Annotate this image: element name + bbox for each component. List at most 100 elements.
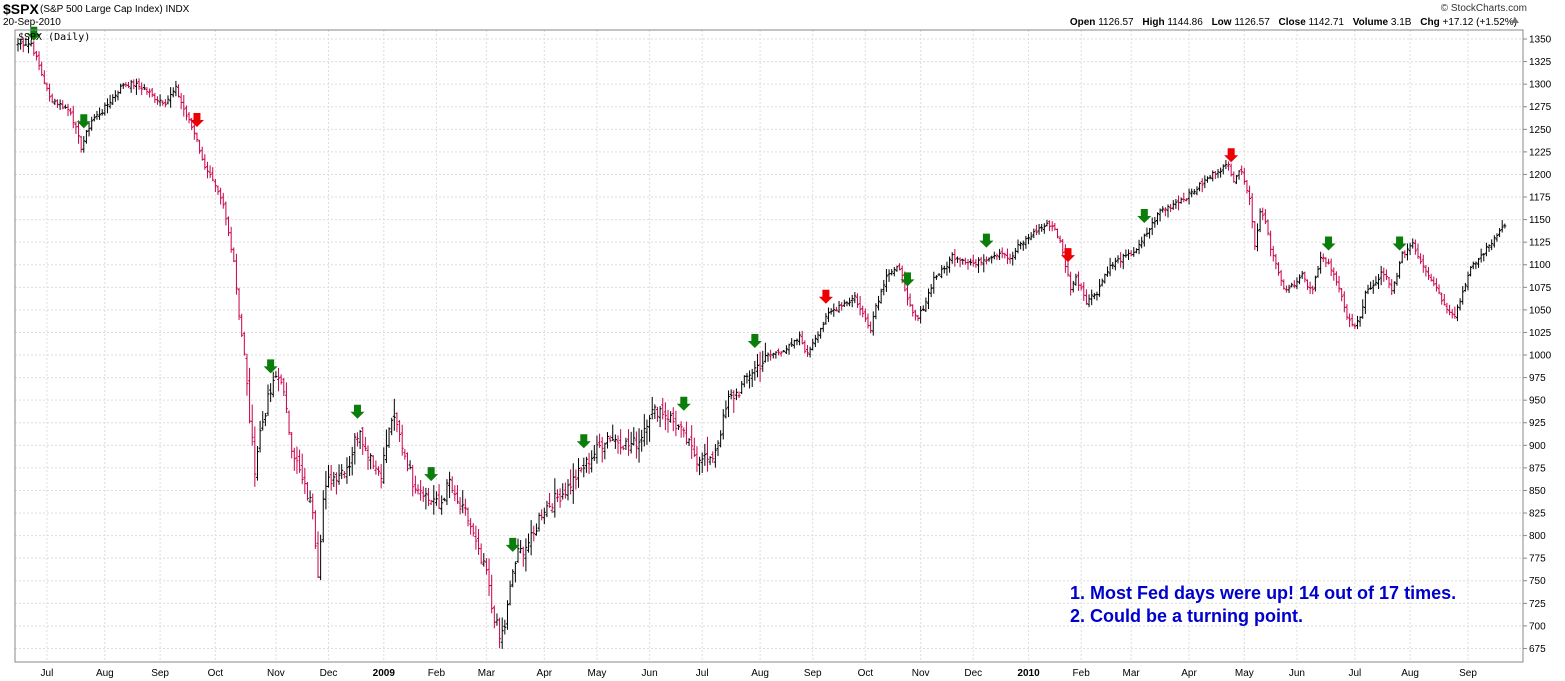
ohlc-bar bbox=[1279, 270, 1283, 286]
y-tick-label: 900 bbox=[1529, 441, 1546, 452]
ohlc-bar bbox=[211, 167, 215, 182]
y-tick-label: 1150 bbox=[1529, 215, 1551, 226]
y-tick-label: 800 bbox=[1529, 531, 1546, 542]
ohlc-bar bbox=[1021, 240, 1025, 251]
green-down-arrow-icon bbox=[505, 537, 520, 552]
ohlc-bar bbox=[1371, 279, 1375, 294]
ohlc-bar bbox=[816, 331, 820, 343]
ohlc-bar bbox=[1316, 265, 1320, 278]
ohlc-bar bbox=[1234, 174, 1238, 185]
ohlc-bar bbox=[1077, 271, 1081, 291]
ohlc-bar bbox=[1042, 223, 1046, 234]
ohlc-bar bbox=[1119, 252, 1123, 268]
ohlc-bar bbox=[842, 299, 846, 308]
symbol-description: (S&P 500 Large Cap Index) INDX bbox=[40, 4, 189, 15]
ohlc-bar bbox=[1190, 188, 1194, 198]
ohlc-bar bbox=[961, 258, 965, 265]
ohlc-bar bbox=[1466, 271, 1470, 291]
ohlc-bar bbox=[1363, 290, 1367, 314]
ohlc-bar bbox=[1019, 241, 1023, 250]
ohlc-bar bbox=[971, 254, 975, 267]
ohlc-bar bbox=[882, 279, 886, 296]
ohlc-bar bbox=[724, 400, 728, 419]
ohlc-bar bbox=[516, 538, 520, 563]
symbol: $SPX bbox=[3, 1, 39, 17]
ohlc-bar bbox=[379, 464, 383, 489]
ohlc-bar bbox=[671, 407, 675, 432]
ohlc-bar bbox=[1374, 276, 1378, 286]
ohlc-bar bbox=[377, 466, 381, 476]
ohlc-bar bbox=[995, 253, 999, 261]
ohlc-bar bbox=[721, 409, 725, 440]
arrow-shape bbox=[576, 434, 591, 449]
ohlc-bar bbox=[824, 313, 828, 325]
ohlc-bar bbox=[405, 452, 409, 472]
ohlc-bar bbox=[1384, 269, 1388, 281]
ohlc-bar bbox=[529, 520, 533, 556]
ohlc-bar bbox=[774, 351, 778, 359]
ohlc-bar bbox=[1350, 313, 1354, 327]
ohlc-bar bbox=[1269, 230, 1273, 257]
ohlc-bar bbox=[1366, 284, 1370, 295]
ohlc-bar bbox=[1484, 242, 1488, 257]
ohlc-bar bbox=[848, 297, 852, 307]
fed-day-markers bbox=[26, 26, 1407, 552]
ohlc-bar bbox=[1069, 271, 1073, 296]
ohlc-bar bbox=[563, 482, 567, 499]
ohlc-bar bbox=[1453, 306, 1457, 319]
high-label: High bbox=[1142, 17, 1165, 28]
ohlc-bar bbox=[792, 339, 796, 349]
ohlc-bars bbox=[16, 37, 1507, 649]
ohlc-bar bbox=[482, 553, 486, 567]
y-tick-label: 925 bbox=[1529, 418, 1546, 429]
ohlc-bar bbox=[1463, 282, 1467, 292]
ohlc-bar bbox=[190, 118, 194, 131]
ohlc-bar bbox=[474, 525, 478, 550]
ohlc-bar bbox=[527, 533, 531, 553]
x-tick-label: Dec bbox=[320, 668, 338, 679]
close-value: 1142.71 bbox=[1308, 17, 1344, 28]
ohlc-bar bbox=[1055, 228, 1059, 239]
ohlc-bar bbox=[1490, 239, 1494, 251]
x-tick-label: Mar bbox=[478, 668, 496, 679]
ohlc-bar bbox=[627, 429, 631, 456]
ohlc-bar bbox=[784, 345, 788, 355]
ohlc-bar bbox=[855, 293, 859, 308]
ohlc-bar bbox=[1290, 282, 1294, 288]
ohlc-bar bbox=[513, 561, 517, 583]
ohlc-bar bbox=[940, 265, 944, 279]
ohlc-bar bbox=[242, 331, 246, 356]
ohlc-bar bbox=[1032, 228, 1036, 239]
chg-label: Chg bbox=[1420, 17, 1440, 28]
ohlc-bar bbox=[1471, 261, 1475, 270]
ohlc-bar bbox=[703, 443, 707, 466]
ohlc-bar bbox=[100, 109, 104, 116]
ohlc-bar bbox=[355, 432, 359, 447]
ohlc-bar bbox=[42, 70, 46, 85]
ohlc-bar bbox=[1111, 261, 1115, 270]
arrow-shape bbox=[505, 537, 520, 552]
ohlc-bar bbox=[1455, 304, 1459, 322]
ohlc-bar bbox=[350, 446, 354, 476]
ohlc-bar bbox=[650, 396, 654, 420]
ohlc-bar bbox=[1411, 238, 1415, 249]
ohlc-bar bbox=[519, 540, 523, 554]
ohlc-bar bbox=[203, 154, 207, 170]
ohlc-bar bbox=[579, 466, 583, 473]
ohlc-bar bbox=[787, 343, 791, 355]
x-tick-label: Jul bbox=[41, 668, 54, 679]
ohlc-bar bbox=[1150, 217, 1154, 236]
ohlc-bar bbox=[553, 478, 557, 518]
ohlc-bar bbox=[727, 390, 731, 418]
ohlc-bar bbox=[898, 263, 902, 271]
ohlc-bar bbox=[629, 431, 633, 454]
ohlc-bar bbox=[984, 256, 988, 265]
ohlc-bar bbox=[600, 437, 604, 463]
ohlc-bar bbox=[624, 437, 628, 451]
ohlc-bar bbox=[911, 304, 915, 317]
ohlc-bar bbox=[734, 388, 738, 401]
y-tick-label: 750 bbox=[1529, 576, 1546, 587]
ohlc-bar bbox=[298, 449, 302, 473]
ohlc-bar bbox=[1169, 203, 1173, 213]
x-tick-label: May bbox=[1235, 668, 1254, 679]
